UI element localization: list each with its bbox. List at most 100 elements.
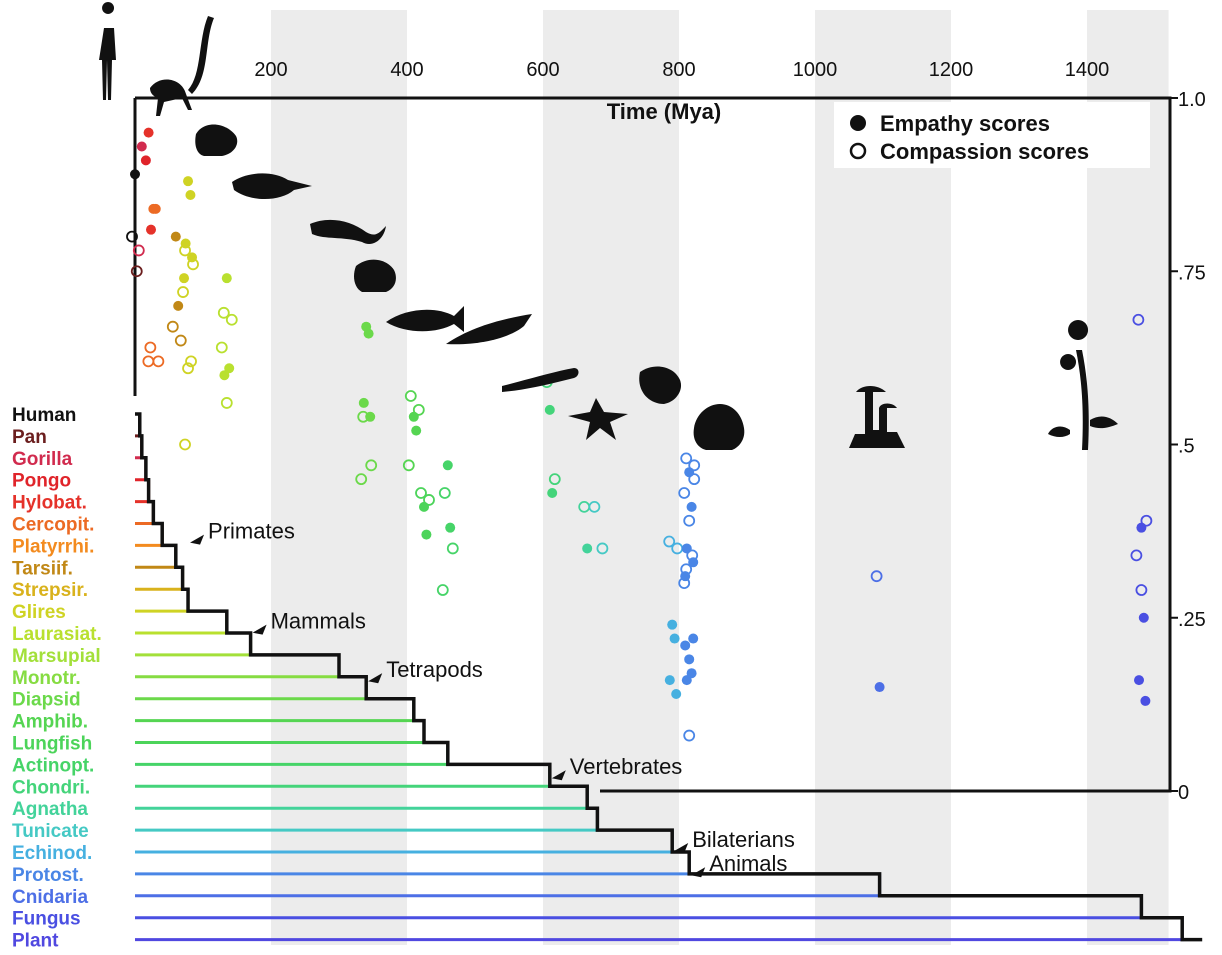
fish-silhouette	[386, 306, 464, 332]
taxon-label: Agnatha	[12, 799, 88, 820]
empathy-point	[684, 467, 695, 478]
empathy-point	[684, 654, 695, 665]
taxon-label: Gorilla	[12, 449, 73, 470]
clade-label: Mammals	[271, 609, 366, 634]
empathy-point	[442, 460, 453, 471]
taxon-label: Cercopit.	[12, 515, 94, 536]
taxon-label: Laurasiat.	[12, 624, 102, 645]
empathy-point	[363, 328, 374, 339]
empathy-point	[146, 224, 156, 235]
clade-arrow	[551, 770, 566, 781]
organism-silhouettes	[99, 2, 1118, 450]
y-tick-label: .25	[1178, 609, 1206, 631]
mouse-silhouette	[195, 124, 238, 156]
y-tick-label: 0	[1178, 782, 1189, 804]
y-tick-label: .5	[1178, 436, 1195, 458]
taxon-label: Actinopt.	[12, 755, 94, 776]
compassion-point	[688, 473, 701, 486]
compassion-point	[215, 341, 228, 354]
shaded-band	[543, 10, 679, 945]
tree-branch	[135, 633, 253, 657]
x-axis-title: Time (Mya)	[607, 99, 722, 124]
legend-compassion-label: Compassion scores	[880, 139, 1089, 164]
empathy-point	[1136, 522, 1147, 533]
empathy-point	[1138, 612, 1149, 623]
empathy-point	[445, 522, 456, 533]
compassion-point	[404, 390, 417, 402]
compassion-point	[1135, 584, 1148, 596]
legend-compassion-marker	[849, 142, 867, 160]
empathy-point	[1140, 695, 1151, 706]
compassion-point	[446, 542, 459, 555]
empathy-point	[130, 169, 140, 180]
compassion-point	[144, 341, 157, 354]
taxon-label: Chondri.	[12, 777, 90, 798]
compassion-point	[412, 403, 425, 416]
tree-branch	[135, 589, 190, 613]
lemur-silhouette	[150, 16, 214, 116]
empathy-point	[358, 397, 369, 408]
taxon-label: Plant	[12, 931, 59, 952]
legend-empathy-label: Empathy scores	[880, 111, 1050, 136]
tree-branch	[135, 523, 164, 547]
y-tick-label: 1.0	[1178, 89, 1206, 111]
platypus-silhouette	[232, 173, 312, 199]
empathy-point	[664, 675, 675, 686]
taxon-label: Pongo	[12, 471, 71, 492]
empathy-point	[136, 141, 147, 152]
taxon-label: Amphib.	[12, 712, 88, 733]
compassion-point	[588, 500, 601, 513]
compassion-point	[678, 487, 691, 499]
empathy-point	[688, 633, 699, 644]
score-points	[126, 127, 1153, 742]
tree-branch	[135, 545, 178, 569]
x-axis-ticks: 200 400 600 800 1000 1200 1400	[254, 59, 1109, 81]
clade-arrow	[190, 534, 205, 545]
clade-label: Animals	[709, 851, 787, 876]
tree-branch	[135, 567, 185, 591]
empathy-point	[667, 619, 678, 630]
y-tick-label: .75	[1178, 262, 1206, 284]
empathy-point	[170, 231, 181, 242]
beetle-silhouette	[639, 366, 682, 404]
empathy-point	[221, 273, 232, 284]
clade-arrow	[252, 624, 267, 635]
compassion-point	[174, 334, 187, 347]
compassion-point	[187, 258, 199, 271]
empathy-point	[681, 543, 692, 554]
taxon-label: Strepsir.	[12, 580, 88, 601]
y-axis-ticks: 1.0 .75 .5 .25 0	[1170, 89, 1206, 804]
empathy-point	[173, 300, 184, 311]
clade-labels: Primates Mammals Tetrapods Vertebrates Bilat…	[190, 519, 795, 878]
compassion-point	[166, 320, 179, 333]
tree-branch	[135, 611, 229, 635]
empathy-point	[544, 404, 555, 415]
empathy-point	[179, 273, 190, 284]
compassion-point	[1132, 313, 1145, 326]
empathy-point	[421, 529, 432, 540]
starfish-silhouette	[568, 398, 628, 440]
compassion-point	[683, 514, 696, 527]
compassion-point	[126, 230, 138, 243]
compassion-point	[402, 459, 415, 472]
compassion-point	[680, 563, 693, 576]
compassion-point	[423, 494, 435, 506]
empathy-point	[408, 411, 419, 422]
shaded-band	[271, 10, 407, 945]
taxon-label: Lungfish	[12, 734, 92, 755]
empathy-point	[582, 543, 593, 554]
tree-branch	[135, 479, 151, 504]
compassion-point	[152, 355, 165, 368]
taxon-label: Platyrrhi.	[12, 536, 94, 557]
compassion-point	[217, 306, 230, 319]
empathy-point	[1134, 675, 1144, 686]
taxon-label: Tarsiif.	[12, 558, 73, 579]
x-tick-label: 1400	[1065, 59, 1110, 81]
empathy-point	[547, 488, 558, 499]
compassion-point	[132, 244, 145, 257]
compassion-point	[548, 473, 561, 486]
x-tick-label: 1000	[793, 59, 838, 81]
compassion-point	[870, 570, 883, 583]
tree-branch	[135, 501, 155, 525]
tree-branch	[135, 873, 882, 898]
